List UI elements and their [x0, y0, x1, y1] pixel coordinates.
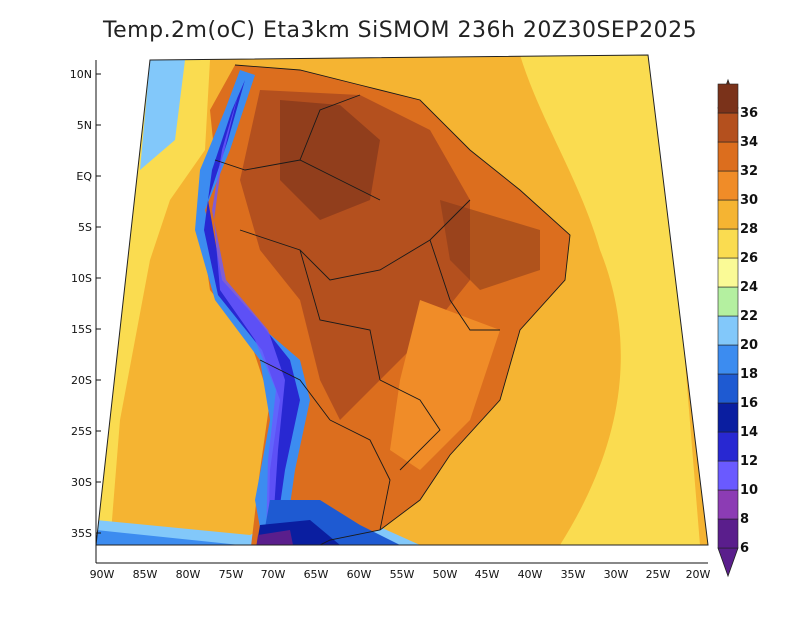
colorbar-swatch — [717, 315, 739, 346]
lat-label-15s: 15S — [71, 323, 92, 336]
patagonia-coldest — [255, 530, 295, 545]
colorbar-swatch — [717, 141, 739, 172]
cb-label-22: 22 — [740, 309, 758, 324]
colorbar-swatch — [717, 518, 739, 549]
colorbar-swatch — [717, 344, 739, 375]
southeast-mild-zone — [390, 300, 500, 470]
lon-label-75w: 75W — [219, 568, 244, 581]
lat-label-10n: 10N — [70, 68, 92, 81]
lon-label-55w: 55W — [390, 568, 415, 581]
cb-label-26: 26 — [740, 251, 758, 266]
lon-label-40w: 40W — [518, 568, 543, 581]
cb-label-30: 30 — [740, 193, 758, 208]
map-title: Temp.2m(oC) Eta3km SiSMOM 236h 20Z30SEP2… — [102, 18, 698, 43]
pacific-mild-zone — [96, 60, 210, 545]
colorbar-swatch — [717, 460, 739, 491]
lat-label-5s: 5S — [78, 221, 92, 234]
colorbar-swatch — [717, 228, 739, 259]
lon-label-85w: 85W — [133, 568, 158, 581]
colorbar-swatch — [717, 286, 739, 317]
lon-label-25w: 25W — [646, 568, 671, 581]
lon-label-80w: 80W — [176, 568, 201, 581]
cb-label-32: 32 — [740, 164, 758, 179]
colorbar-swatch — [717, 170, 739, 201]
lat-label-35s: 35S — [71, 527, 92, 540]
lon-label-90w: 90W — [90, 568, 115, 581]
colorbar-swatch — [717, 402, 739, 433]
map-field — [96, 55, 708, 545]
cb-label-16: 16 — [740, 396, 758, 411]
colorbar: 6 8 10 12 14 16 18 20 22 24 26 28 30 32 … — [717, 78, 758, 578]
lat-label-5n: 5N — [77, 119, 92, 132]
cb-label-8: 8 — [740, 512, 749, 527]
colorbar-bottom-arrow — [717, 547, 739, 578]
cb-label-14: 14 — [740, 425, 758, 440]
pacific-cool-zone — [140, 60, 185, 170]
cb-label-24: 24 — [740, 280, 758, 295]
lat-label-eq: EQ — [76, 170, 92, 183]
lat-label-30s: 30S — [71, 476, 92, 489]
cb-label-12: 12 — [740, 454, 758, 469]
cb-label-6: 6 — [740, 541, 749, 556]
patagonia-colder — [255, 520, 340, 545]
colorbar-swatch — [717, 257, 739, 288]
lon-label-35w: 35W — [561, 568, 586, 581]
lat-label-25s: 25S — [71, 425, 92, 438]
cb-label-34: 34 — [740, 135, 758, 150]
colorbar-swatch — [717, 489, 739, 520]
lon-label-20w: 20W — [686, 568, 711, 581]
lon-label-60w: 60W — [347, 568, 372, 581]
colorbar-swatch — [717, 373, 739, 404]
lon-label-30w: 30W — [604, 568, 629, 581]
lon-axis: 90W 85W 80W 75W 70W 65W 60W 55W 50W 45W … — [90, 568, 711, 581]
lon-label-50w: 50W — [433, 568, 458, 581]
lat-label-10s: 10S — [71, 272, 92, 285]
cb-label-36: 36 — [740, 106, 758, 121]
cb-label-18: 18 — [740, 367, 758, 382]
country-borders — [214, 64, 571, 545]
cb-label-28: 28 — [740, 222, 758, 237]
colorbar-swatch — [717, 431, 739, 462]
andes-peak-strip — [212, 95, 285, 540]
south-colder-waters — [96, 530, 240, 545]
lon-label-70w: 70W — [261, 568, 286, 581]
lon-label-65w: 65W — [304, 568, 329, 581]
atlantic-mild-zone — [520, 55, 700, 545]
northeast-hot-zone — [440, 200, 540, 290]
lon-label-45w: 45W — [475, 568, 500, 581]
colorbar-swatch — [717, 199, 739, 230]
lat-axis: 10N 5N EQ 5S 10S 15S 20S 25S 30S 35S — [70, 68, 101, 540]
cb-label-10: 10 — [740, 483, 758, 498]
lat-label-20s: 20S — [71, 374, 92, 387]
colorbar-swatch — [717, 83, 739, 114]
map-frame — [95, 54, 709, 546]
colorbar-swatch — [717, 112, 739, 143]
amazon-very-hot-zone — [280, 100, 380, 220]
cb-label-20: 20 — [740, 338, 758, 353]
